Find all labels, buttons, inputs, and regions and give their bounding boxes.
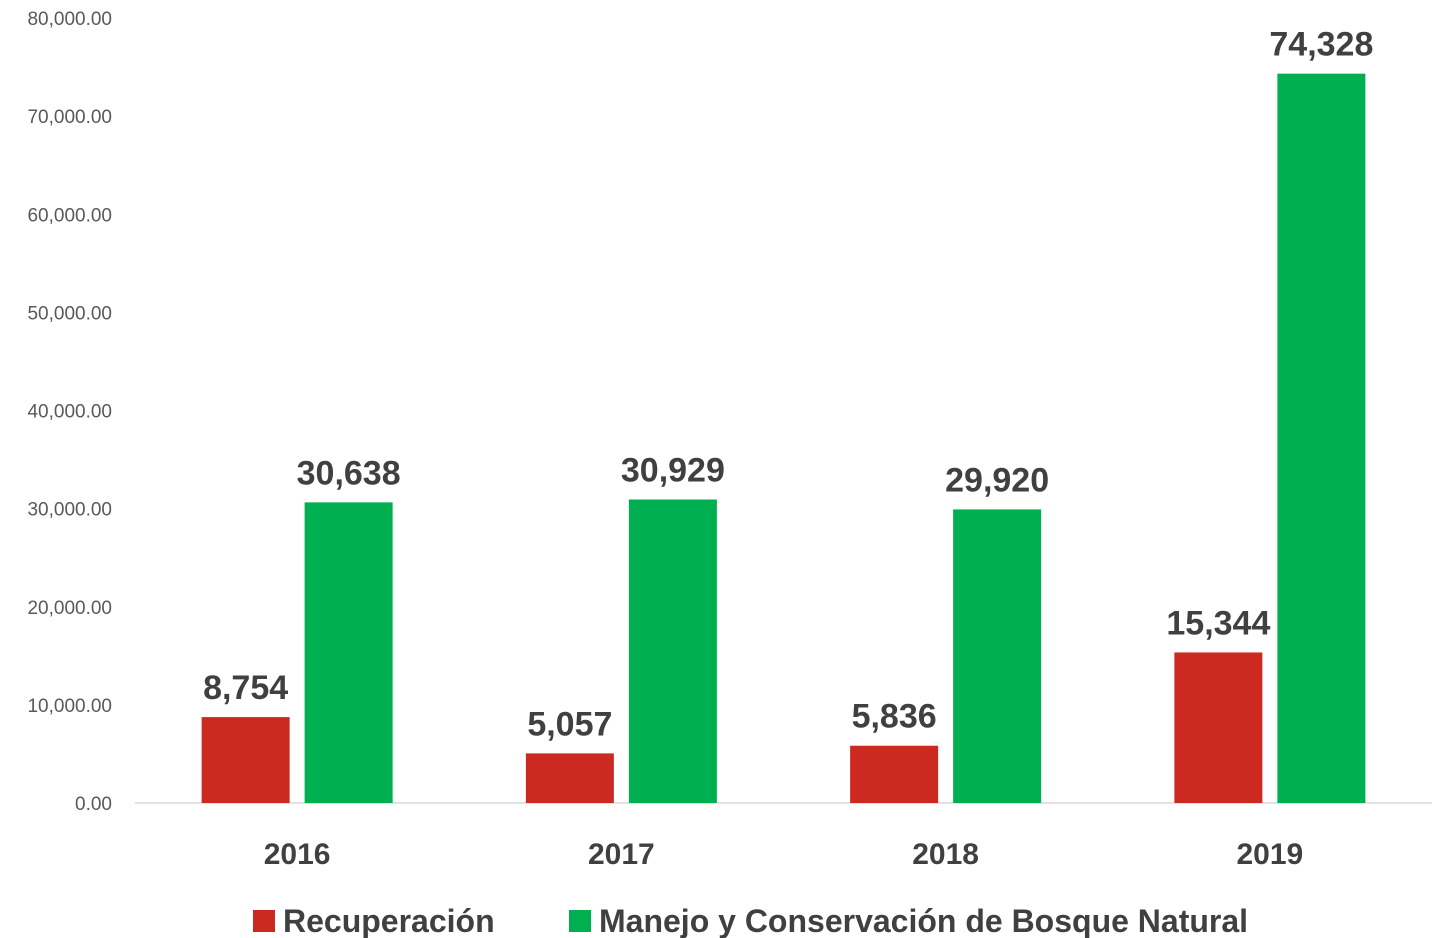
bar-manejo-2016 — [304, 502, 393, 803]
y-tick-label: 40,000.00 — [27, 402, 112, 423]
data-label: 5,836 — [852, 698, 937, 736]
y-axis-ticks: 0.00 10,000.00 20,000.00 30,000.00 40,000.00… — [27, 9, 112, 815]
x-axis-ticks: 2016 2017 2018 2019 — [264, 838, 1304, 871]
x-tick-label: 2019 — [1237, 838, 1304, 871]
data-label: 74,328 — [1269, 26, 1373, 64]
bar-recuperacion-2017 — [525, 753, 614, 803]
bars — [201, 73, 1366, 804]
data-label: 30,638 — [297, 454, 401, 492]
data-label: 30,929 — [621, 452, 725, 490]
y-tick-label: 0.00 — [75, 794, 112, 815]
bar-manejo-2019 — [1277, 73, 1366, 804]
y-tick-label: 10,000.00 — [27, 696, 112, 717]
bar-manejo-2017 — [628, 499, 717, 803]
legend-label: Manejo y Conservación de Bosque Natural — [599, 903, 1248, 938]
y-tick-label: 50,000.00 — [27, 303, 112, 324]
data-label: 29,920 — [945, 461, 1049, 499]
y-tick-label: 30,000.00 — [27, 500, 112, 521]
y-tick-label: 20,000.00 — [27, 598, 112, 619]
legend-swatch — [253, 910, 275, 932]
y-tick-label: 80,000.00 — [27, 9, 112, 30]
bar-recuperacion-2016 — [201, 717, 290, 803]
x-tick-label: 2018 — [912, 838, 979, 871]
x-tick-label: 2017 — [588, 838, 655, 871]
y-tick-label: 70,000.00 — [27, 107, 112, 128]
bar-recuperacion-2018 — [850, 745, 939, 803]
bar-manejo-2018 — [953, 509, 1042, 803]
legend-swatch — [569, 910, 591, 932]
data-label: 5,057 — [527, 705, 612, 743]
data-label: 8,754 — [203, 669, 288, 707]
data-label: 15,344 — [1166, 604, 1270, 642]
data-labels: 8,754 30,638 5,057 30,929 5,836 29,920 15,344 7… — [203, 26, 1373, 744]
bar-recuperacion-2019 — [1174, 652, 1263, 803]
legend-label: Recuperación — [283, 903, 495, 938]
x-tick-label: 2016 — [264, 838, 331, 871]
legend: Recuperación Manejo y Conservación de Bos… — [253, 903, 1248, 938]
y-tick-label: 60,000.00 — [27, 205, 112, 226]
